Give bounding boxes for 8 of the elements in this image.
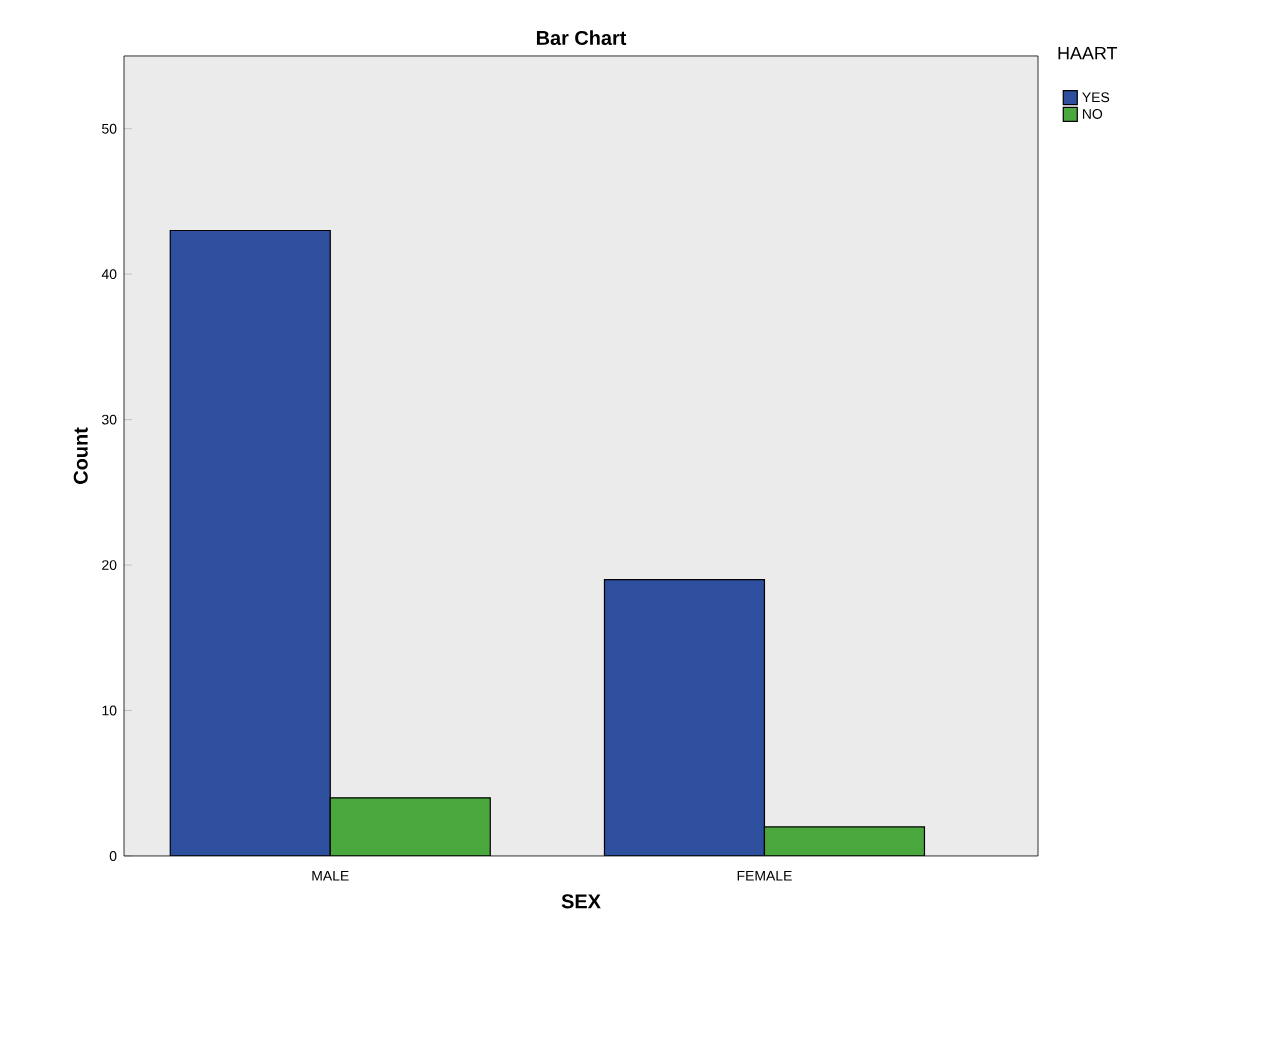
y-axis-title: Count (73, 427, 88, 484)
bar (763, 826, 926, 856)
bar (169, 229, 331, 856)
bar (329, 797, 491, 856)
bar (603, 579, 766, 856)
x-axis-title: SEX (561, 894, 601, 909)
legend-title: HAART (1058, 47, 1118, 60)
chart-title: Bar Chart (536, 30, 627, 45)
